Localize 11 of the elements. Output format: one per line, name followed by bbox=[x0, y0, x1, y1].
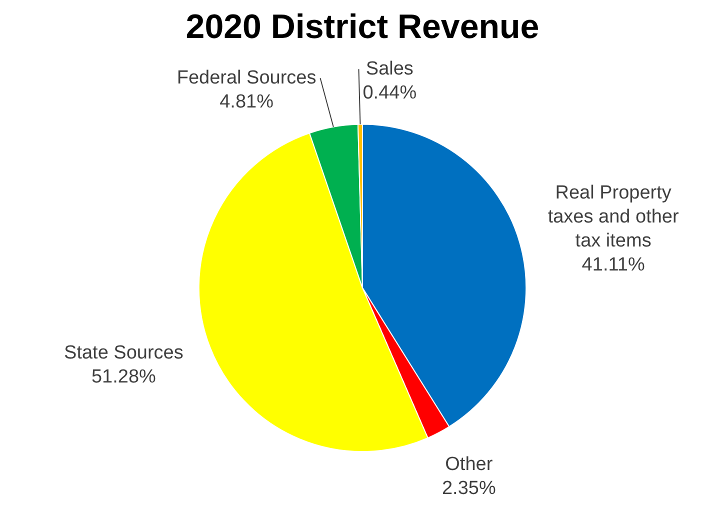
slice-label: Federal Sources bbox=[176, 67, 316, 88]
data-label: 2.35% bbox=[442, 478, 496, 500]
slice-label: Sales bbox=[366, 58, 414, 80]
slice-label: Real Property taxes and other tax items bbox=[548, 182, 680, 252]
data-label: 41.11% bbox=[582, 254, 645, 276]
slice-label: State Sources bbox=[64, 342, 184, 364]
data-label: 4.81% bbox=[220, 91, 274, 112]
data-label: 51.28% bbox=[91, 366, 156, 388]
slice-label: Other bbox=[445, 454, 494, 476]
data-label: 0.44% bbox=[362, 82, 417, 104]
chart-title: 2020 District Revenue bbox=[186, 8, 540, 46]
